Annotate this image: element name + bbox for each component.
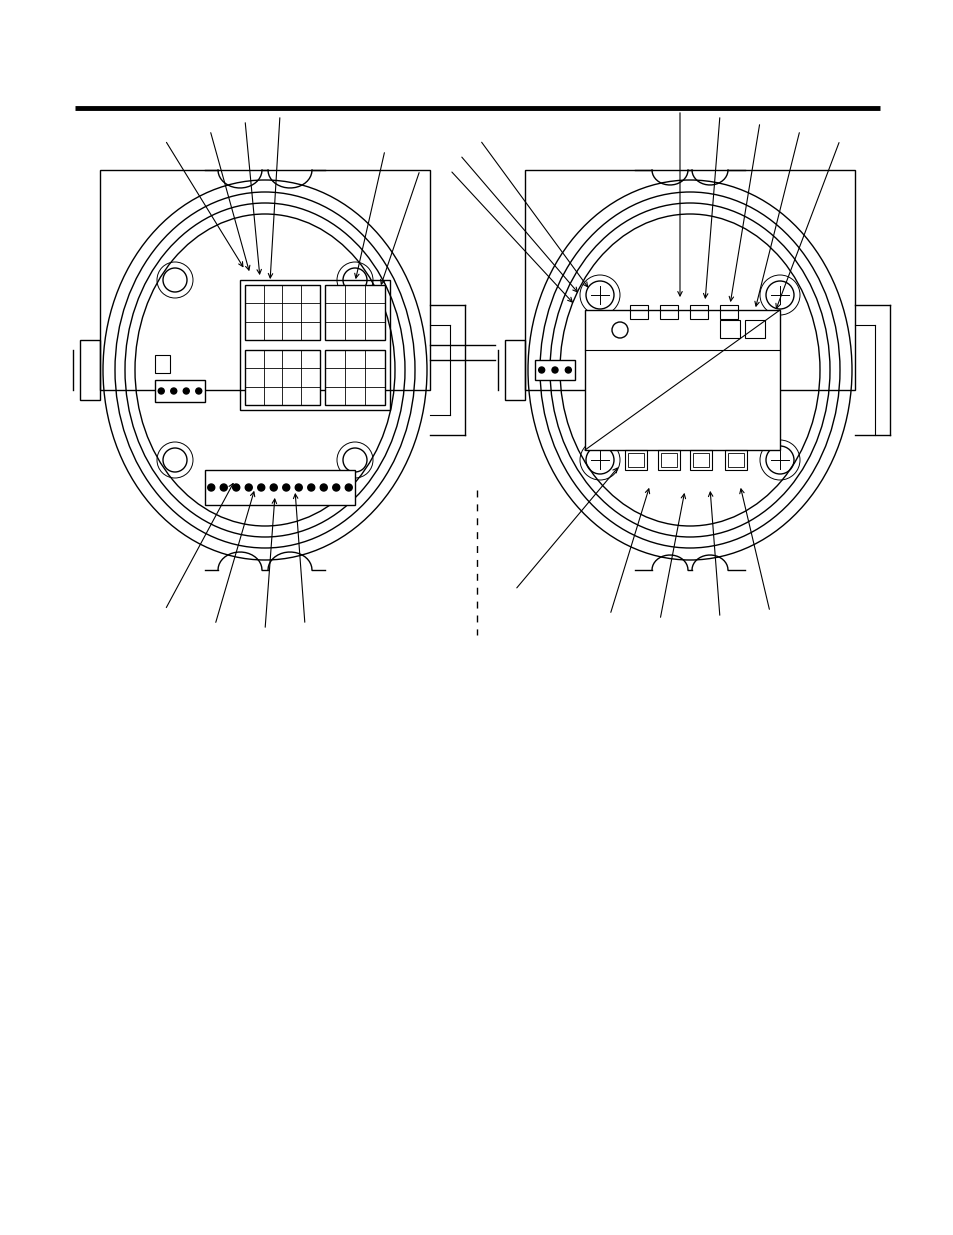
Circle shape: [320, 484, 327, 492]
Bar: [535, 359, 575, 380]
Bar: [624, 450, 646, 471]
Circle shape: [233, 484, 239, 492]
Bar: [627, 453, 643, 467]
Bar: [659, 305, 678, 319]
Bar: [245, 350, 319, 405]
Circle shape: [220, 484, 227, 492]
Circle shape: [270, 484, 277, 492]
Bar: [154, 354, 170, 373]
Circle shape: [158, 388, 164, 394]
Circle shape: [245, 484, 252, 492]
Bar: [240, 280, 390, 410]
Bar: [720, 305, 738, 319]
Bar: [660, 453, 677, 467]
Circle shape: [552, 367, 558, 373]
Bar: [100, 170, 430, 390]
Bar: [658, 450, 679, 471]
Bar: [720, 320, 740, 338]
Bar: [724, 450, 746, 471]
Bar: [584, 310, 780, 450]
Circle shape: [208, 484, 214, 492]
Bar: [80, 340, 100, 400]
Bar: [689, 305, 707, 319]
Circle shape: [538, 367, 544, 373]
Bar: [692, 453, 708, 467]
Circle shape: [565, 367, 571, 373]
Bar: [629, 305, 647, 319]
Circle shape: [171, 388, 176, 394]
Circle shape: [345, 484, 352, 492]
Bar: [744, 320, 764, 338]
Bar: [727, 453, 743, 467]
Circle shape: [183, 388, 189, 394]
Bar: [689, 450, 711, 471]
Bar: [504, 340, 524, 400]
Circle shape: [294, 484, 302, 492]
Circle shape: [333, 484, 339, 492]
Bar: [325, 285, 385, 340]
Bar: [524, 170, 854, 390]
Bar: [245, 285, 319, 340]
Bar: [205, 471, 355, 505]
Circle shape: [282, 484, 290, 492]
Circle shape: [195, 388, 201, 394]
Circle shape: [257, 484, 265, 492]
Circle shape: [308, 484, 314, 492]
Bar: [325, 350, 385, 405]
Bar: [154, 380, 205, 403]
